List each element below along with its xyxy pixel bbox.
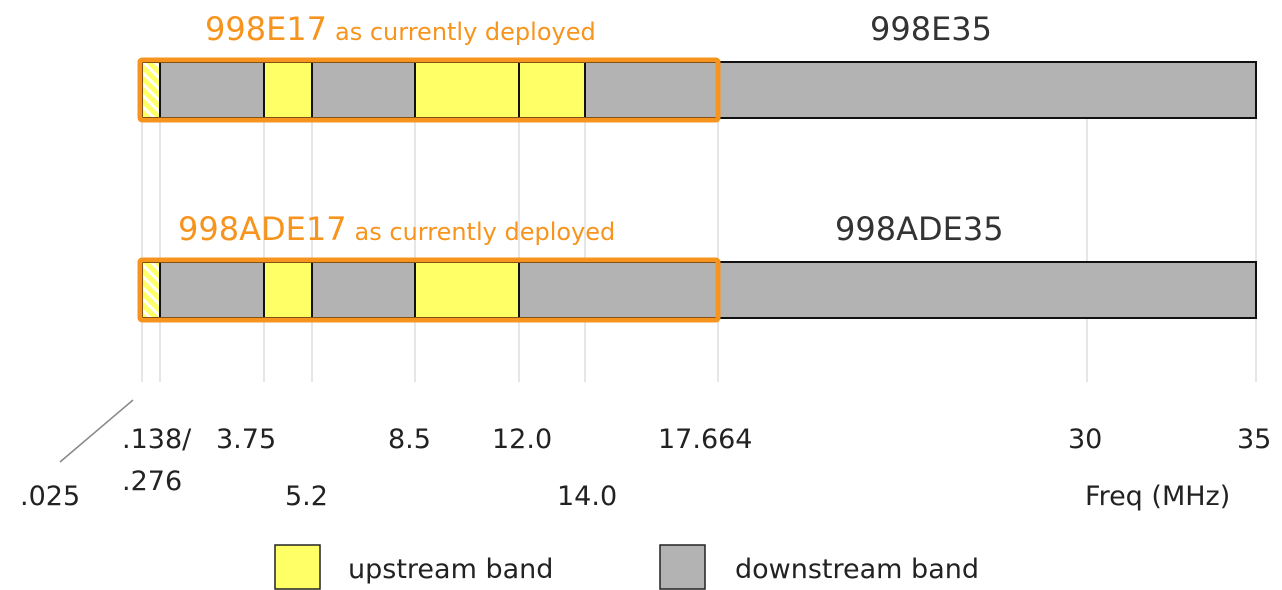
tick-label: 35 bbox=[1237, 424, 1271, 455]
band-segment bbox=[584, 61, 719, 119]
band-segment bbox=[159, 261, 265, 319]
tick-label: 17.664 bbox=[658, 424, 752, 455]
tick-label: 3.75 bbox=[216, 424, 276, 455]
deployed-outline bbox=[137, 57, 721, 123]
band-segment bbox=[263, 61, 313, 119]
profile-title: 998ADE17 as currently deployed bbox=[178, 210, 615, 248]
tick-label: 12.0 bbox=[492, 424, 552, 455]
band-segment bbox=[518, 61, 586, 119]
axis-label: Freq (MHz) bbox=[1085, 481, 1230, 512]
tick-label: 30 bbox=[1068, 424, 1102, 455]
bars bbox=[137, 57, 1257, 323]
legend-swatch bbox=[659, 544, 706, 590]
legend-label: downstream band bbox=[735, 554, 979, 585]
tick-label: 14.0 bbox=[557, 481, 617, 512]
band-segment bbox=[311, 61, 416, 119]
band-segment bbox=[159, 61, 265, 119]
legend-label: upstream band bbox=[348, 554, 553, 585]
band-segment bbox=[717, 261, 1257, 319]
band-segment bbox=[414, 61, 520, 119]
band-segment bbox=[518, 261, 719, 319]
profile-title: 998E17 as currently deployed bbox=[205, 10, 596, 48]
tick-label: 8.5 bbox=[388, 424, 431, 455]
band-segment bbox=[263, 261, 313, 319]
tick-label: .276 bbox=[122, 466, 182, 497]
deployed-outline bbox=[137, 257, 721, 323]
band-segment bbox=[141, 261, 161, 319]
tick-label: .138/ bbox=[122, 424, 192, 455]
tick-label: .025 bbox=[20, 481, 80, 512]
band-segment bbox=[717, 61, 1257, 119]
legend-swatch bbox=[274, 544, 321, 590]
band-segment bbox=[311, 261, 416, 319]
band-segment bbox=[141, 61, 161, 119]
band-segment bbox=[414, 261, 520, 319]
profile-extended: 998ADE35 bbox=[835, 210, 1004, 248]
tick-label: 5.2 bbox=[285, 481, 328, 512]
leader-line bbox=[59, 399, 134, 463]
profile-extended: 998E35 bbox=[870, 10, 992, 48]
